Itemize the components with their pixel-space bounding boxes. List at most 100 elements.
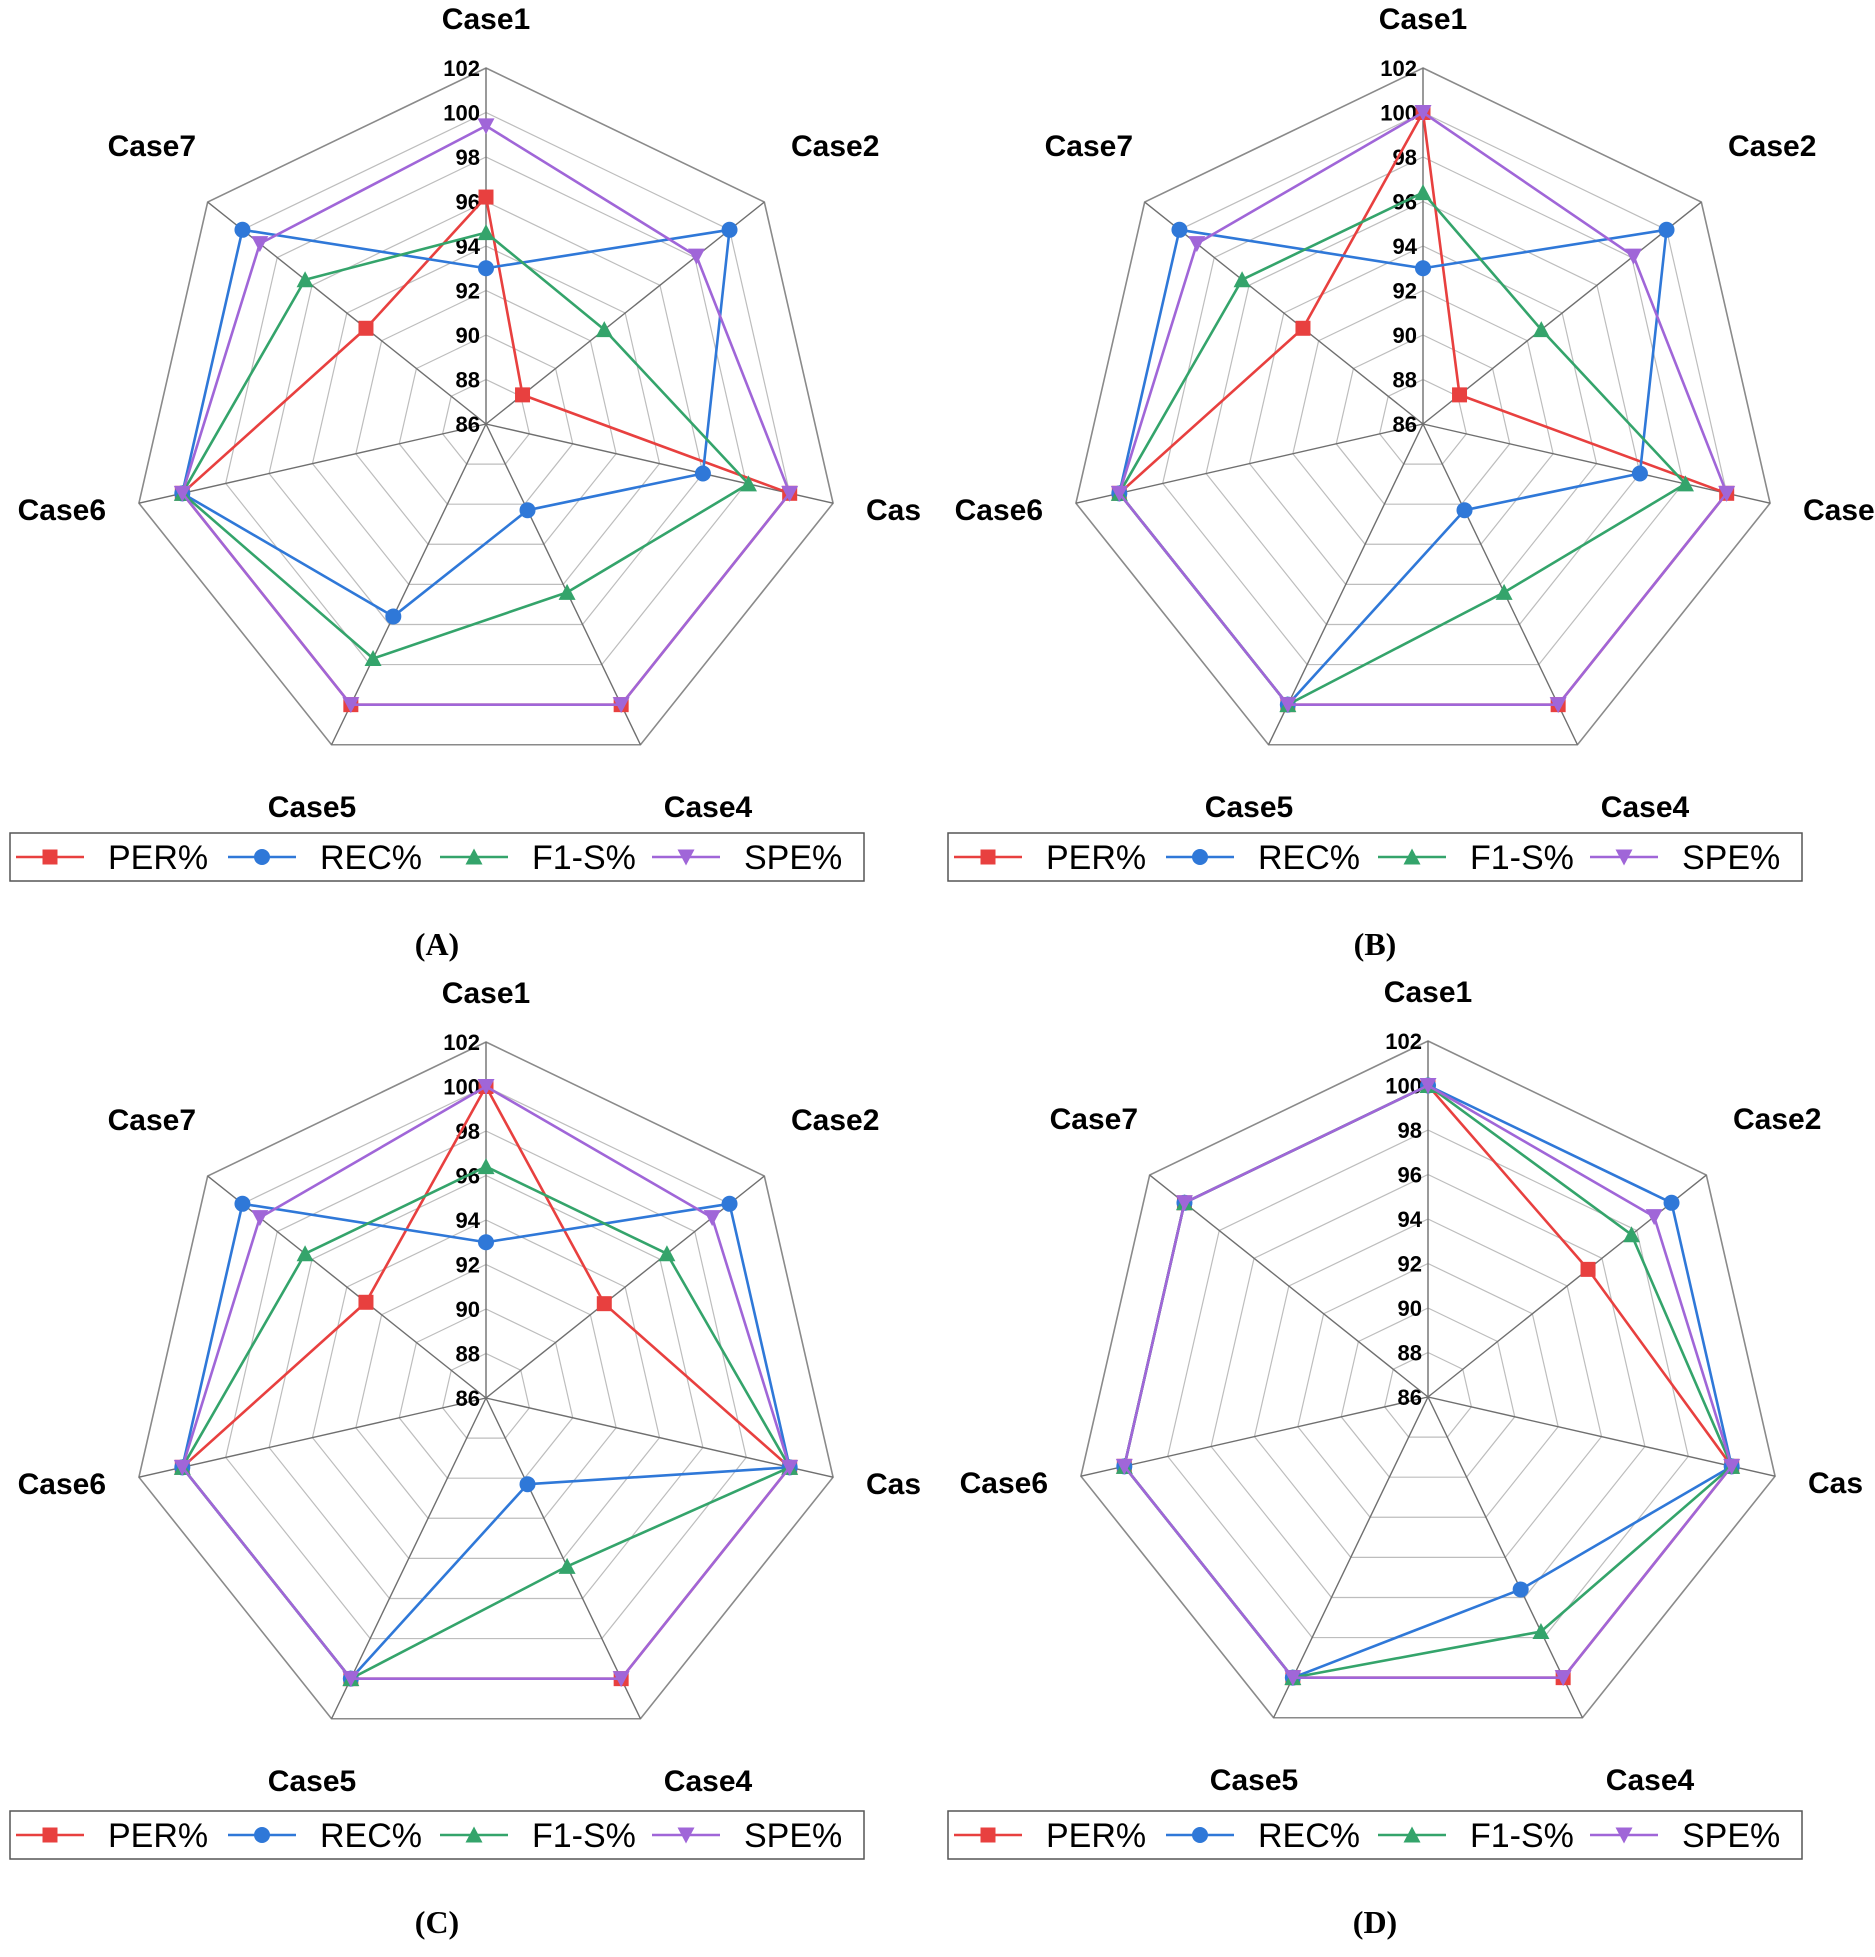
radar-chart-a: 86889092949698100102Case1Case2CasCase4Ca…: [9, 3, 921, 962]
data-point: [173, 1459, 191, 1476]
data-point: [1623, 1226, 1641, 1243]
axis-spoke: [1427, 1396, 1584, 1719]
axis-label: Case4: [664, 791, 753, 824]
series-line: [181, 124, 791, 706]
axis-spoke: [330, 423, 487, 746]
radar-grid: [1075, 67, 1771, 746]
legend-label: REC%: [1258, 1817, 1360, 1855]
axis-spoke: [485, 423, 642, 746]
series-line: [181, 1165, 791, 1680]
axis-spoke: [1272, 1396, 1429, 1719]
grid-ring: [138, 1041, 834, 1720]
radial-tick-label: 92: [456, 279, 480, 304]
legend-label: F1-S%: [532, 839, 636, 877]
radial-tick-label: 92: [1393, 279, 1417, 304]
data-point: [1233, 271, 1251, 288]
data-point: [1284, 1670, 1302, 1687]
data-point: [1718, 485, 1736, 502]
grid-ring: [225, 1130, 747, 1640]
axis-spoke: [485, 1175, 765, 1399]
axis-label: Cas: [866, 494, 921, 527]
figure-caption: (D): [1353, 1904, 1397, 1940]
data-point: [595, 321, 613, 338]
series-spe: [1115, 1078, 1741, 1687]
axis-label: Case1: [1379, 3, 1467, 36]
axis-spoke: [1422, 201, 1702, 425]
radial-tick-label: 92: [1398, 1252, 1422, 1277]
radial-tick-label: 94: [1398, 1207, 1423, 1232]
grid-ring: [1253, 1218, 1603, 1558]
data-point: [1415, 260, 1431, 277]
axis-label: Case7: [108, 130, 196, 163]
axis-label: Case5: [268, 791, 356, 824]
grid-ring: [1335, 334, 1511, 505]
grid-ring: [1292, 289, 1554, 545]
data-point: [658, 1245, 676, 1262]
axis-spoke: [1075, 423, 1424, 504]
series-rec: [174, 221, 738, 625]
legend-label: REC%: [320, 1817, 422, 1855]
legend-box: [9, 832, 865, 882]
legend-marker: [980, 1827, 996, 1843]
grid-ring: [1383, 1351, 1473, 1438]
data-point: [342, 1671, 360, 1688]
data-point: [519, 502, 536, 519]
axis-label: Case2: [1728, 130, 1816, 163]
series-f1s: [173, 224, 757, 667]
legend-label: PER%: [108, 1817, 208, 1855]
axis-label: Cas: [866, 1468, 921, 1501]
radar-panel-d: 86 88 90 92 94 96 98 100 102 Case1 Case2 Cas Case4 Ca…: [938, 978, 1875, 1956]
radial-tick-label: 98: [456, 1119, 480, 1144]
data-point: [251, 236, 269, 253]
axis-label: Case4: [1606, 1764, 1695, 1797]
data-point: [477, 1158, 495, 1175]
radial-tick-label: 90: [456, 323, 480, 348]
legend-label: PER%: [1046, 839, 1146, 877]
data-point: [1171, 221, 1188, 238]
data-point: [1175, 1195, 1193, 1212]
radar-chart-b: 86889092949698100102Case1Case2CaseCase4C…: [947, 3, 1875, 962]
radial-tick-label: 90: [1398, 1296, 1422, 1321]
legend-label: PER%: [108, 839, 208, 877]
data-point: [478, 260, 494, 277]
data-point: [234, 1195, 251, 1212]
radial-tick-label: 102: [1385, 1029, 1422, 1054]
grid-ring: [398, 334, 574, 505]
legend-marker: [980, 849, 996, 865]
legend-marker: [42, 849, 58, 865]
data-point: [477, 118, 495, 135]
legend-label: SPE%: [1682, 1817, 1780, 1855]
grid-ring: [1080, 1040, 1776, 1719]
legend-label: REC%: [1258, 839, 1360, 877]
data-point: [1456, 502, 1473, 519]
axis-label: Case5: [268, 1765, 356, 1798]
data-point: [1663, 1194, 1680, 1211]
grid-ring: [1210, 1173, 1646, 1599]
data-point: [519, 1476, 536, 1493]
series-line: [181, 228, 731, 618]
axis-label: Case4: [1601, 791, 1690, 824]
radar-panel-a: 86 88 90 92 94 96 98 100 102 Case1 Case2 Cas Case4 Ca…: [0, 0, 937, 978]
axis-label: Case1: [442, 3, 530, 36]
radial-tick-label: 86: [456, 1386, 480, 1411]
data-point: [739, 475, 757, 492]
data-point: [1188, 236, 1206, 253]
axis-spoke: [1267, 423, 1424, 746]
radial-tick-label: 94: [456, 1208, 481, 1233]
axis-label: Case7: [108, 1104, 196, 1137]
data-point: [364, 650, 382, 667]
axis-spoke: [485, 1397, 834, 1478]
legend-marker: [677, 1827, 695, 1844]
radial-tick-label: 92: [456, 1253, 480, 1278]
grid-ring: [225, 156, 747, 666]
data-point: [515, 387, 531, 403]
radar-panel-b: 86 88 90 92 94 96 98 100 102 Case1 Case2 Case Case4 C…: [938, 0, 1875, 978]
legend-label: SPE%: [744, 839, 842, 877]
grid-ring: [355, 1263, 617, 1519]
series-spe: [173, 1079, 799, 1688]
legend-marker: [465, 848, 483, 865]
data-point: [721, 1195, 738, 1212]
legend-label: F1-S%: [532, 1817, 636, 1855]
data-point: [1452, 387, 1468, 403]
data-point: [781, 485, 799, 502]
